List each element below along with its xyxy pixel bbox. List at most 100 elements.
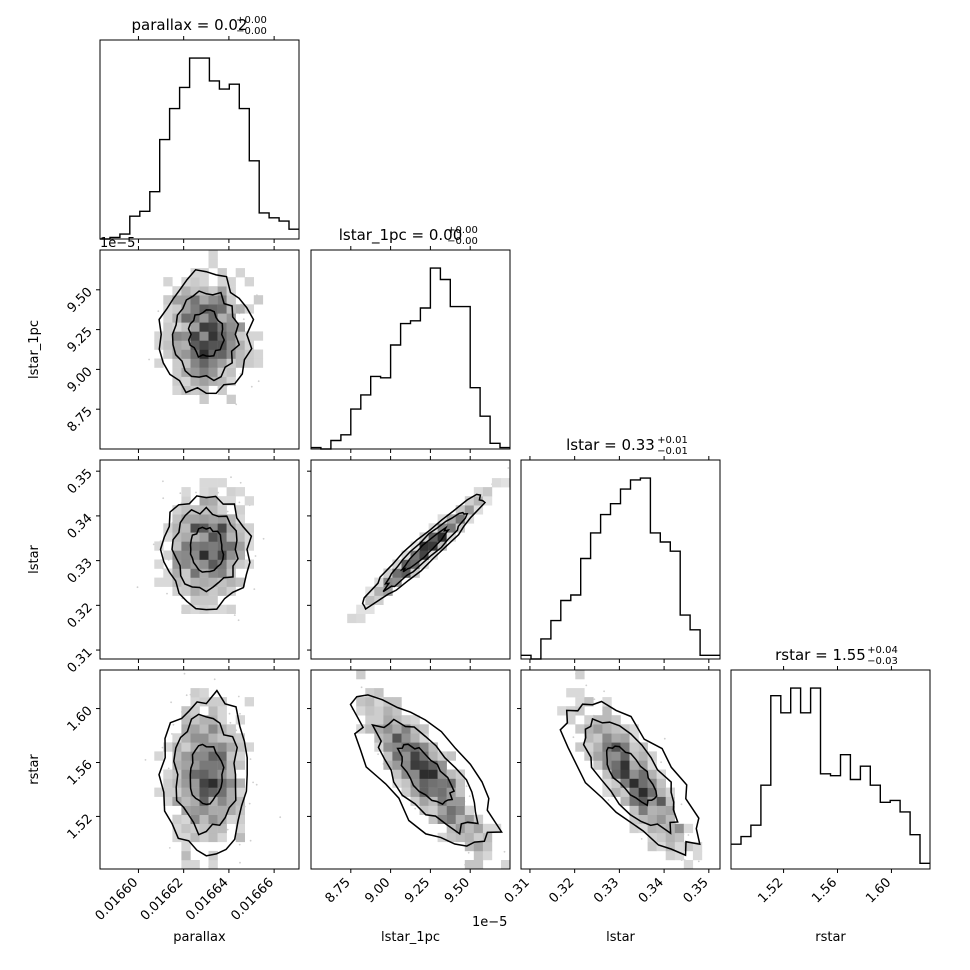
density-cell	[491, 478, 502, 488]
density-cell	[611, 778, 621, 788]
density-cell	[199, 796, 209, 806]
density-cell	[199, 358, 209, 368]
sample-point	[152, 543, 155, 546]
density-cell	[208, 751, 218, 761]
density-cell	[172, 568, 182, 578]
density-cell	[629, 760, 639, 770]
density-cell	[620, 760, 630, 770]
sample-point	[242, 318, 245, 321]
density-cell	[217, 376, 227, 386]
density-cell	[199, 295, 209, 305]
density-cell	[374, 706, 384, 716]
density-cell	[235, 814, 245, 824]
histogram-rstar	[731, 687, 930, 864]
density-cell	[235, 742, 245, 752]
density-cell	[647, 841, 657, 852]
density-cell	[190, 577, 200, 587]
density-cell	[163, 304, 173, 314]
density-cell	[181, 286, 191, 296]
density-cell	[235, 514, 245, 524]
sample-point	[226, 510, 229, 513]
density-cell	[401, 787, 411, 797]
density-cell	[437, 814, 447, 824]
density-cell	[683, 841, 694, 852]
density-cell	[473, 823, 484, 834]
density-cell	[365, 697, 375, 707]
density-cell	[401, 742, 411, 752]
density-cell	[235, 532, 245, 542]
sample-point	[144, 759, 147, 761]
sample-point	[233, 614, 236, 616]
panel-frame-parallax-rstar	[99, 669, 300, 870]
x-tick-label-lstar_1pc: 9.25	[402, 875, 433, 906]
density-cell	[244, 496, 254, 506]
density-cell	[638, 778, 648, 788]
density-cell	[428, 742, 438, 752]
density-cell	[374, 688, 384, 698]
density-cell	[226, 814, 236, 824]
density-cell	[620, 778, 630, 788]
density-cell	[199, 823, 209, 834]
sample-point	[238, 501, 241, 504]
contour-level-1	[158, 689, 248, 857]
density-cell	[181, 349, 191, 359]
density-cell	[190, 760, 200, 770]
density-cell	[172, 385, 182, 395]
density-cell	[401, 751, 411, 761]
density-cell	[190, 340, 200, 350]
title-lstar_1pc: lstar_1pc = 0.00	[339, 226, 463, 245]
panel-frame-parallax-lstar_1pc	[99, 249, 300, 450]
sample-point	[213, 678, 216, 681]
density-cell	[464, 832, 475, 843]
density-cell	[602, 697, 612, 707]
density-cell	[190, 823, 200, 834]
density-cell	[482, 850, 493, 861]
density-cell	[419, 724, 429, 734]
density-cell	[199, 805, 209, 815]
density-cell	[199, 313, 209, 323]
density-cell	[208, 478, 218, 488]
density-cell	[199, 787, 209, 797]
density-cell	[629, 823, 639, 834]
density-cell	[392, 769, 402, 779]
sample-point	[687, 834, 690, 836]
density-cell	[172, 295, 182, 305]
density-cell	[428, 550, 438, 560]
contour-level-2	[171, 506, 239, 593]
density-cell	[629, 724, 639, 734]
density-cell	[190, 313, 200, 323]
density-cell	[584, 742, 594, 752]
density-cell	[428, 787, 438, 797]
density-cell	[620, 787, 630, 797]
density-cell	[446, 523, 456, 533]
density-cell	[199, 715, 209, 725]
density-cell	[208, 787, 218, 797]
density-cell	[163, 742, 173, 752]
density-cell	[244, 340, 254, 350]
density-panel-parallax-rstar	[144, 672, 282, 870]
y-tick-label-lstar_1pc: 8.75	[65, 404, 96, 435]
density-cell	[208, 577, 218, 587]
density-cell	[181, 541, 191, 551]
density-cell	[392, 724, 402, 734]
density-cell	[172, 541, 182, 551]
density-cell	[656, 814, 666, 824]
x-tick-label-lstar_1pc: 9.50	[442, 875, 473, 906]
density-cell	[208, 568, 218, 578]
x-tick-label-rstar: 1.52	[755, 875, 786, 906]
density-cell	[181, 787, 191, 797]
density-cell	[392, 751, 402, 761]
density-cell	[383, 706, 393, 716]
x-axis-label-rstar: rstar	[815, 930, 846, 945]
density-cell	[419, 733, 429, 743]
density-cell	[383, 715, 393, 725]
density-cell	[190, 349, 200, 359]
title-lstar: lstar = 0.33	[566, 436, 655, 454]
density-cell	[154, 541, 164, 551]
density-cell	[172, 814, 182, 824]
title-sup-lstar_1pc: +0.00	[447, 225, 478, 236]
sample-point	[239, 712, 241, 715]
density-cell	[190, 514, 200, 524]
density-cell	[190, 595, 200, 605]
